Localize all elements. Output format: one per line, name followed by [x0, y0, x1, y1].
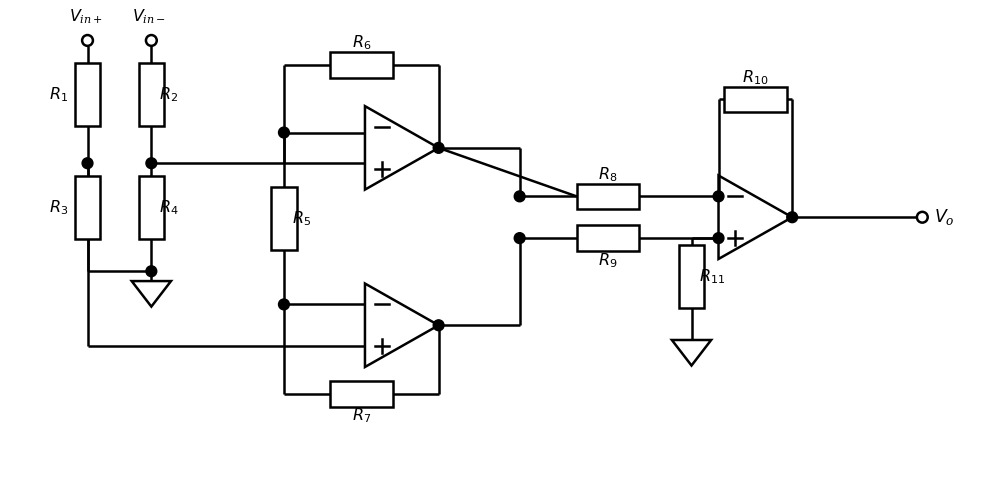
Circle shape [433, 143, 444, 153]
Bar [139, 63, 164, 126]
Text: $R_1$: $R_1$ [49, 85, 68, 104]
Circle shape [787, 212, 798, 223]
Circle shape [146, 158, 157, 169]
Bar [330, 381, 393, 407]
Circle shape [82, 158, 93, 169]
Text: $V_{\mathregular{in+}}$: $V_{\mathregular{in+}}$ [69, 7, 103, 26]
Text: $R_3$: $R_3$ [49, 198, 68, 217]
Text: $R_9$: $R_9$ [598, 251, 618, 270]
Text: $R_6$: $R_6$ [352, 34, 371, 52]
Text: $R_{10}$: $R_{10}$ [742, 68, 769, 87]
Circle shape [514, 233, 525, 244]
Bar [724, 87, 787, 112]
Text: $R_5$: $R_5$ [292, 209, 311, 228]
Bar [330, 52, 393, 78]
Circle shape [713, 233, 724, 244]
Circle shape [917, 212, 928, 223]
Circle shape [146, 266, 157, 277]
Text: $V_{\mathregular{o}}$: $V_{\mathregular{o}}$ [934, 207, 955, 227]
Circle shape [433, 320, 444, 331]
Text: $R_7$: $R_7$ [352, 407, 371, 426]
Bar [679, 245, 704, 307]
Text: $R_4$: $R_4$ [159, 198, 179, 217]
Text: $R_{11}$: $R_{11}$ [699, 267, 726, 286]
Bar [577, 184, 639, 209]
Text: $R_2$: $R_2$ [159, 85, 178, 104]
Text: $V_{\mathregular{in-}}$: $V_{\mathregular{in-}}$ [132, 7, 166, 26]
Circle shape [82, 35, 93, 46]
Circle shape [279, 299, 289, 310]
Bar [139, 176, 164, 239]
Circle shape [279, 127, 289, 138]
Bar [271, 187, 297, 250]
Bar [75, 63, 100, 126]
Text: $R_8$: $R_8$ [598, 165, 618, 184]
Circle shape [146, 35, 157, 46]
Circle shape [713, 191, 724, 202]
Circle shape [514, 191, 525, 202]
Bar [75, 176, 100, 239]
Bar [577, 225, 639, 251]
